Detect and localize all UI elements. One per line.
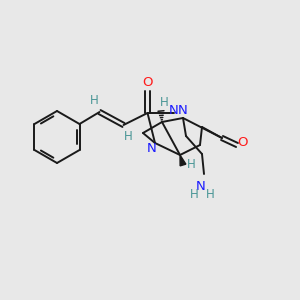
Text: N: N xyxy=(178,103,188,116)
Text: N: N xyxy=(147,142,157,154)
Text: N: N xyxy=(169,103,178,116)
Text: H: H xyxy=(160,95,168,109)
Text: H: H xyxy=(187,158,195,172)
Text: H: H xyxy=(206,188,214,200)
Text: O: O xyxy=(238,136,248,149)
Polygon shape xyxy=(180,155,186,166)
Text: H: H xyxy=(190,188,198,200)
Text: H: H xyxy=(124,130,133,142)
Text: H: H xyxy=(90,94,99,107)
Text: N: N xyxy=(196,179,206,193)
Text: O: O xyxy=(142,76,153,89)
